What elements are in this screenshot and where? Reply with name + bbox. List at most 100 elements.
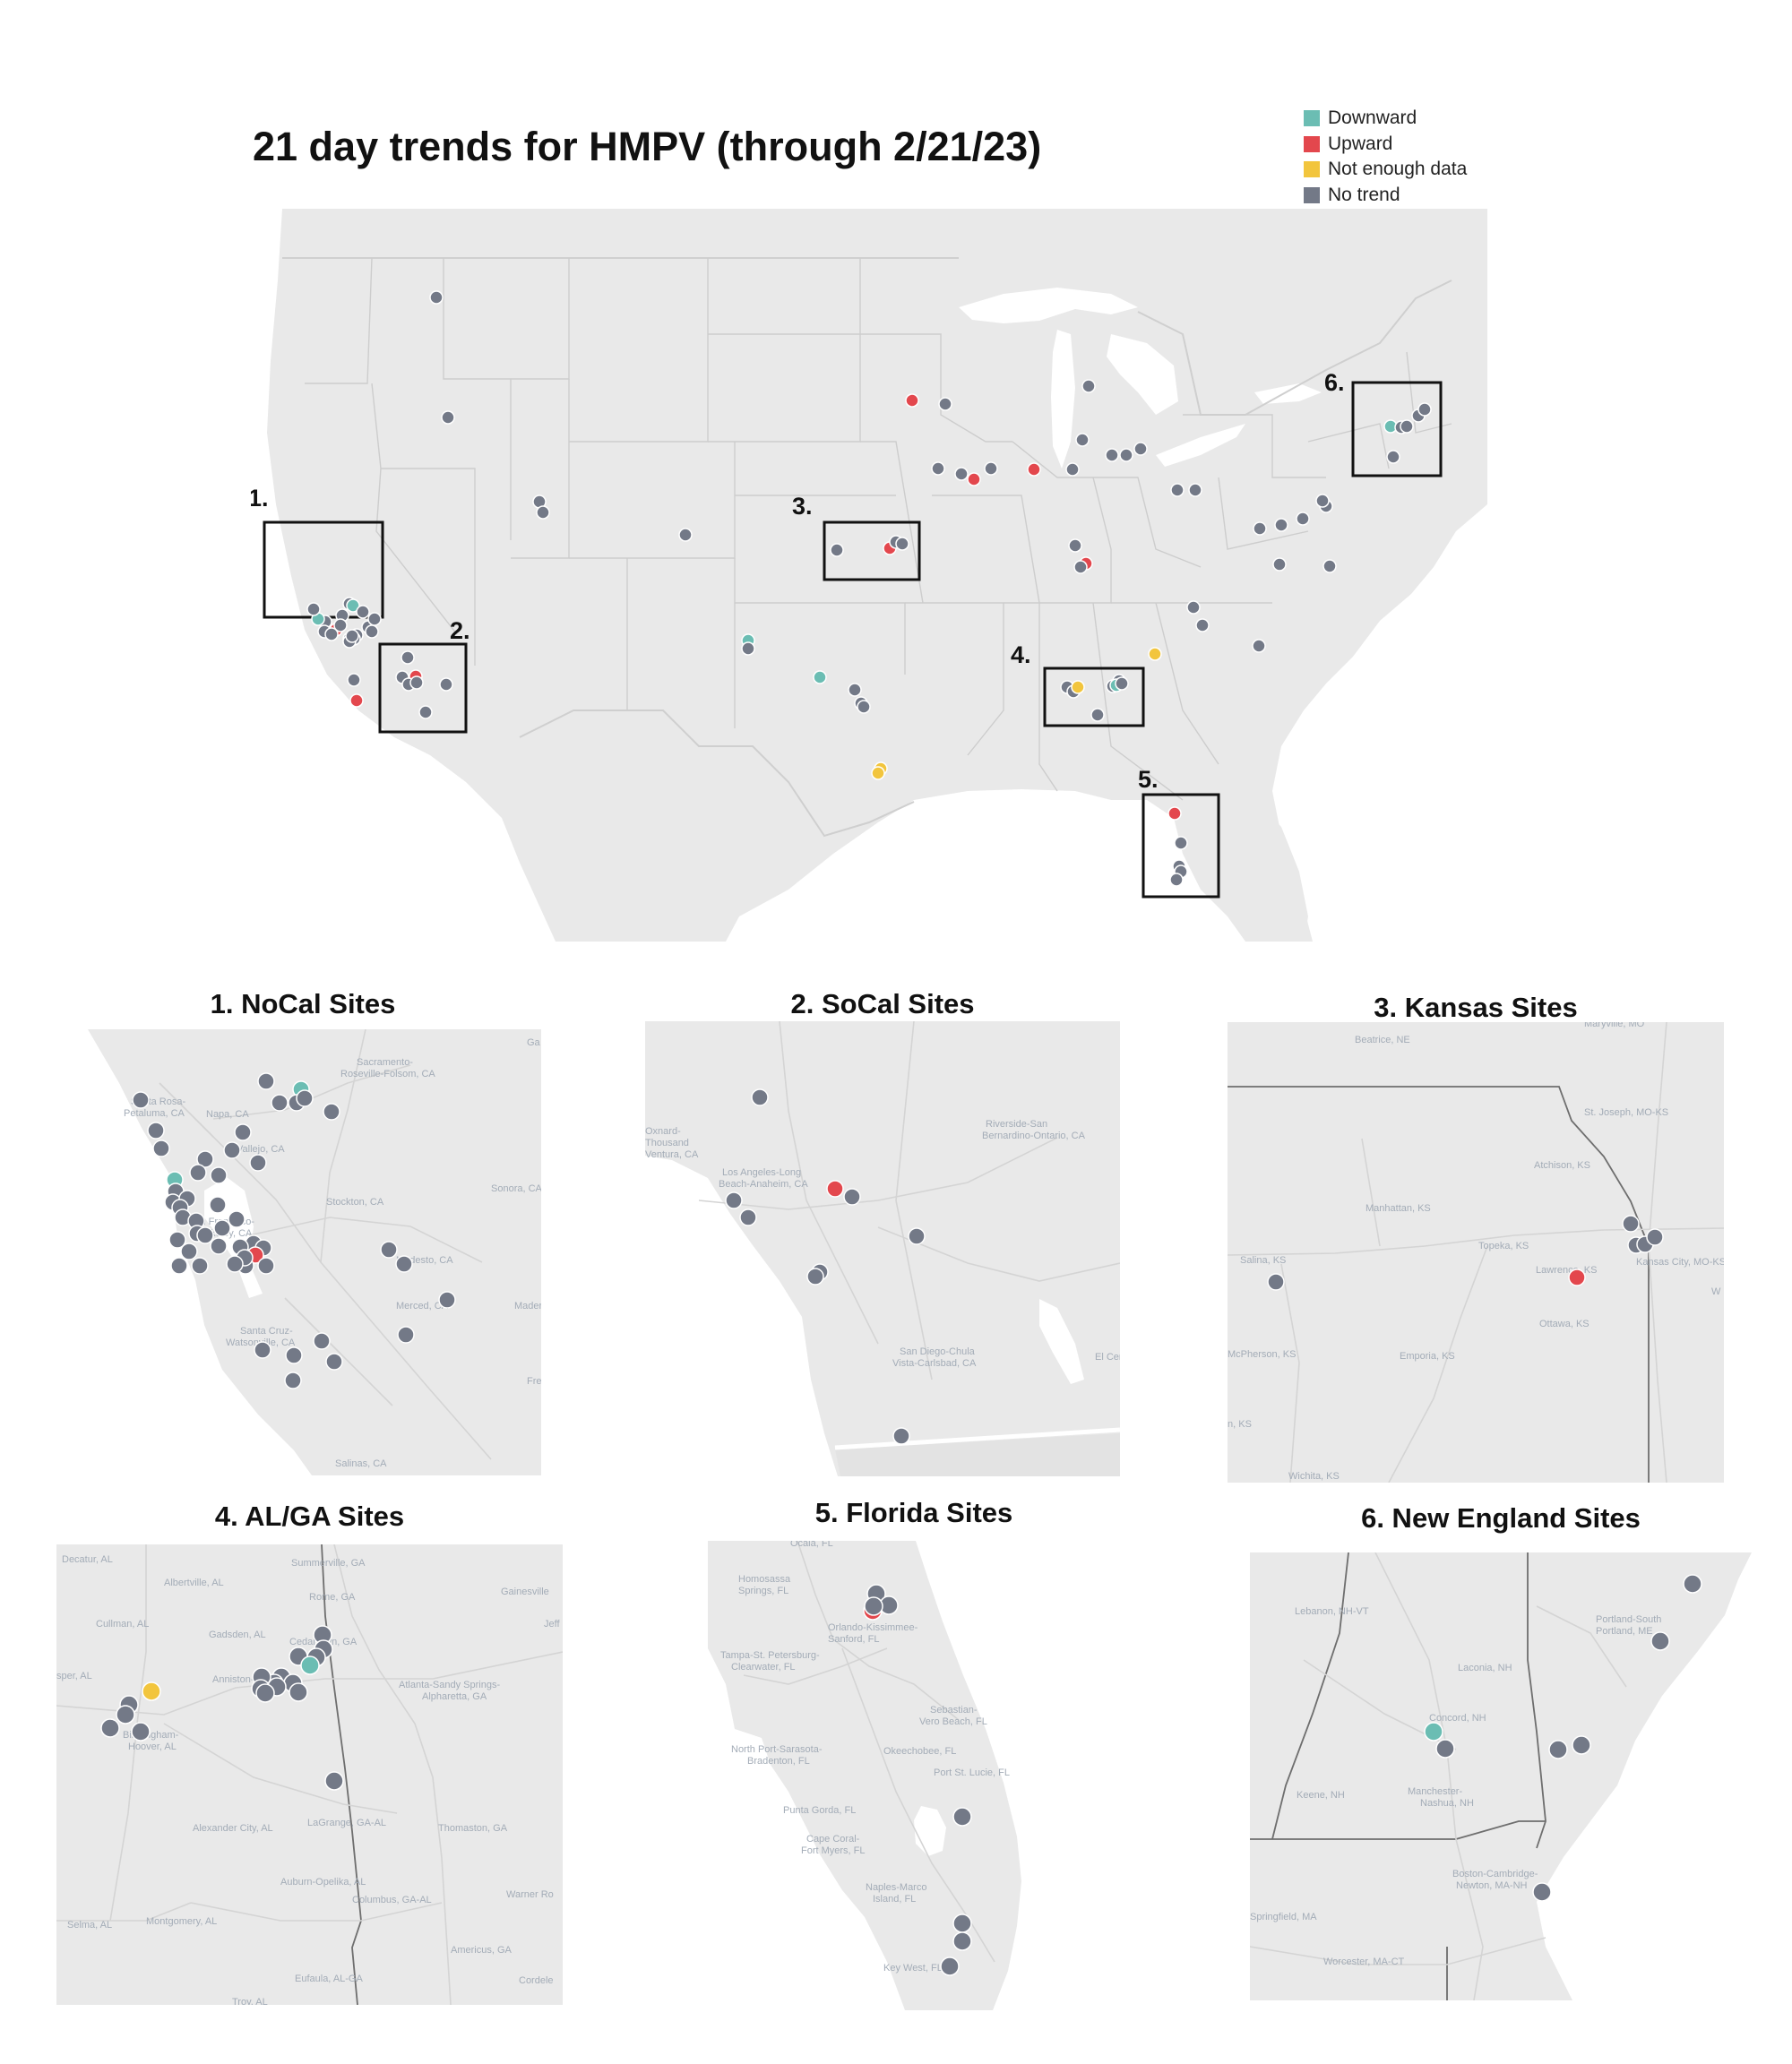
site-marker-notrend[interactable] (952, 1807, 972, 1827)
site-marker-notrend[interactable] (536, 505, 550, 520)
site-marker-notrend[interactable] (1622, 1215, 1640, 1233)
site-marker-notrend[interactable] (132, 1091, 150, 1109)
site-marker-notrend[interactable] (418, 705, 433, 719)
site-marker-notrend[interactable] (1296, 512, 1310, 526)
site-marker-notrend[interactable] (401, 650, 415, 665)
site-marker-notrend[interactable] (397, 1326, 415, 1344)
site-marker-notrend[interactable] (1322, 559, 1337, 573)
site-marker-notrend[interactable] (1115, 676, 1129, 691)
site-marker-upward[interactable] (349, 693, 364, 708)
site-marker-notrend[interactable] (324, 627, 339, 641)
site-marker-upward[interactable] (967, 472, 981, 486)
site-marker-notrend[interactable] (257, 1072, 275, 1090)
site-marker-notrend[interactable] (1090, 708, 1105, 722)
site-marker-notrend[interactable] (751, 1088, 769, 1106)
site-marker-notrend[interactable] (952, 1931, 972, 1951)
site-marker-notrend[interactable] (1417, 402, 1432, 417)
site-marker-notrend[interactable] (830, 543, 844, 557)
site-marker-notrend[interactable] (1315, 494, 1330, 508)
site-marker-notrend[interactable] (324, 1771, 344, 1791)
legend-item-downward[interactable]: Downward (1304, 106, 1467, 132)
site-marker-notrend[interactable] (1646, 1228, 1664, 1246)
site-marker-notrend[interactable] (228, 1210, 246, 1228)
site-marker-notrend[interactable] (1068, 538, 1082, 553)
site-marker-notrend[interactable] (325, 1353, 343, 1371)
site-marker-notrend[interactable] (848, 683, 862, 697)
legend-item-not-enough-data[interactable]: Not enough data (1304, 157, 1467, 183)
inset-map-nocal[interactable]: Sacramento- Roseville-Folsom, CA Santa R… (70, 1029, 541, 1475)
site-marker-notrend[interactable] (438, 1291, 456, 1309)
inset-map-florida[interactable]: Ocala, FL Homosassa Springs, FL Orlando-… (708, 1541, 1120, 2010)
site-marker-notrend[interactable] (1170, 483, 1185, 497)
site-marker-notrend[interactable] (1274, 518, 1288, 532)
site-marker-notenough[interactable] (1148, 647, 1162, 661)
site-marker-notrend[interactable] (739, 1208, 757, 1226)
site-marker-notrend[interactable] (806, 1268, 824, 1286)
site-marker-notrend[interactable] (254, 1341, 271, 1359)
site-marker-notrend[interactable] (271, 1094, 289, 1112)
site-marker-notrend[interactable] (892, 1427, 910, 1445)
site-marker-notrend[interactable] (100, 1718, 120, 1738)
site-marker-notrend[interactable] (131, 1722, 151, 1742)
site-marker-notrend[interactable] (429, 290, 444, 305)
site-marker-notrend[interactable] (843, 1188, 861, 1206)
site-marker-notrend[interactable] (323, 1103, 340, 1121)
site-marker-notrend[interactable] (938, 397, 952, 411)
site-marker-downward[interactable] (1424, 1722, 1443, 1742)
site-marker-notrend[interactable] (116, 1705, 135, 1724)
site-marker-notrend[interactable] (147, 1122, 165, 1140)
site-marker-upward[interactable] (826, 1180, 844, 1198)
site-marker-notenough[interactable] (142, 1681, 161, 1701)
site-marker-notrend[interactable] (1683, 1574, 1702, 1594)
site-marker-notrend[interactable] (857, 700, 871, 714)
site-marker-notrend[interactable] (345, 629, 359, 643)
site-marker-notrend[interactable] (1386, 450, 1400, 464)
site-marker-notrend[interactable] (209, 1196, 227, 1214)
site-marker-notrend[interactable] (395, 1255, 413, 1273)
site-marker-notrend[interactable] (196, 1150, 214, 1168)
site-marker-downward[interactable] (300, 1656, 320, 1675)
site-marker-notrend[interactable] (441, 410, 455, 425)
site-marker-notrend[interactable] (439, 677, 453, 692)
site-marker-notrend[interactable] (367, 612, 382, 626)
site-marker-notrend[interactable] (226, 1255, 244, 1273)
site-marker-notrend[interactable] (895, 537, 909, 551)
site-marker-notrend[interactable] (255, 1683, 275, 1703)
site-marker-upward[interactable] (1568, 1268, 1586, 1286)
us-map[interactable]: 1. 2. 3. 4. 5. 6. (251, 209, 1487, 942)
site-marker-notrend[interactable] (1073, 560, 1088, 574)
site-marker-notrend[interactable] (289, 1682, 308, 1702)
site-marker-notrend[interactable] (191, 1257, 209, 1275)
site-marker-notrend[interactable] (296, 1089, 314, 1107)
site-marker-notrend[interactable] (1435, 1739, 1455, 1759)
site-marker-notrend[interactable] (347, 673, 361, 687)
site-marker-notrend[interactable] (1065, 462, 1080, 477)
site-marker-notrend[interactable] (365, 624, 379, 639)
site-marker-notrend[interactable] (380, 1241, 398, 1259)
site-marker-notrend[interactable] (1174, 836, 1188, 850)
site-marker-notrend[interactable] (1133, 442, 1148, 456)
site-marker-notenough[interactable] (1071, 680, 1085, 694)
site-marker-notrend[interactable] (1272, 557, 1287, 572)
site-marker-notrend[interactable] (678, 528, 693, 542)
site-marker-notrend[interactable] (210, 1166, 228, 1184)
site-marker-notrend[interactable] (223, 1141, 241, 1159)
site-marker-notrend[interactable] (234, 1123, 252, 1141)
site-marker-notrend[interactable] (1548, 1740, 1568, 1759)
inset-map-socal[interactable]: Riverside-San Bernardino-Ontario, CA Oxn… (645, 1021, 1120, 1476)
site-marker-notrend[interactable] (908, 1227, 926, 1245)
site-marker-notrend[interactable] (306, 602, 321, 616)
site-marker-notrend[interactable] (213, 1219, 231, 1237)
site-marker-notrend[interactable] (1650, 1631, 1670, 1651)
site-marker-notrend[interactable] (1532, 1882, 1552, 1902)
site-marker-notrend[interactable] (180, 1243, 198, 1260)
site-marker-notrend[interactable] (1081, 379, 1096, 393)
site-marker-notrend[interactable] (170, 1257, 188, 1275)
site-marker-notrend[interactable] (1195, 618, 1210, 632)
site-marker-notrend[interactable] (1186, 600, 1201, 615)
inset-map-alga[interactable]: Decatur, AL Albertville, AL Summerville,… (56, 1544, 563, 2005)
site-marker-notrend[interactable] (952, 1914, 972, 1933)
site-marker-downward[interactable] (813, 670, 827, 684)
site-marker-notrend[interactable] (313, 1332, 331, 1350)
site-marker-notrend[interactable] (1188, 483, 1202, 497)
